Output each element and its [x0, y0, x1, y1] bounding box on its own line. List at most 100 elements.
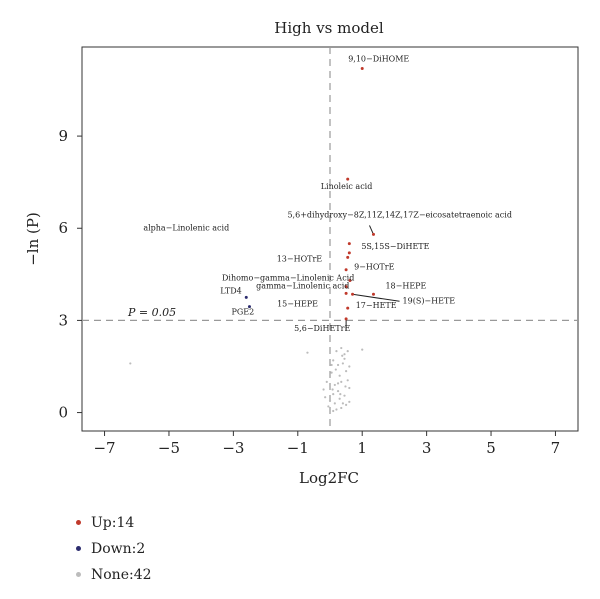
point-none [129, 362, 132, 365]
point-none [345, 369, 348, 373]
point-up [346, 306, 350, 310]
point-none [330, 363, 333, 367]
point-none [343, 357, 346, 360]
legend-dot-up [76, 519, 81, 525]
point-label: 18−HEPE [385, 281, 426, 290]
legend: Up:14 Down:2 None:42 [76, 510, 152, 588]
point-none [339, 393, 342, 396]
label-connector [369, 225, 374, 235]
point-none [341, 402, 344, 405]
point-up [344, 285, 348, 289]
point-none [322, 388, 325, 391]
x-axis-label: Log2FC [299, 469, 359, 487]
point-none [335, 350, 338, 353]
label-connectors [345, 225, 400, 331]
point-none [306, 351, 309, 354]
point-label: LTD4 [220, 286, 242, 295]
point-up [344, 317, 348, 321]
point-label: Linoleic acid [321, 182, 373, 191]
threshold-label: P = 0.05 [127, 306, 176, 319]
point-label: 13−HOTrE [277, 254, 323, 263]
point-up [348, 278, 352, 282]
point-none [361, 348, 364, 351]
point-label: Dihomo−gamma−Linolenic Acid [222, 273, 354, 282]
legend-dot-down [76, 545, 81, 551]
x-tick-label: 5 [486, 439, 496, 457]
point-down [247, 305, 251, 309]
point-none [332, 409, 335, 413]
legend-label-up: Up:14 [91, 515, 135, 531]
y-axis-ticks: 0 3 6 9 [58, 127, 82, 422]
threshold-lines [82, 47, 578, 431]
point-none [345, 403, 348, 406]
point-none [331, 388, 334, 391]
legend-label-down: Down:2 [91, 541, 146, 557]
point-labels: 9,10−DiHOME Linoleic acid 5,6+dihydroxy−8Z… [143, 55, 512, 333]
point-up [344, 268, 348, 272]
y-axis-label: −ln (P) [24, 212, 42, 266]
point-none [343, 353, 346, 356]
point-label: 9,10−DiHOME [348, 55, 409, 64]
point-none [338, 374, 341, 377]
point-up [371, 292, 375, 296]
point-label: 17−HETE [356, 301, 397, 310]
point-none [343, 394, 346, 397]
point-none [332, 393, 335, 396]
legend-dot-none [76, 571, 81, 577]
point-label: 5S,15S−DiHETE [361, 242, 429, 251]
x-tick-label: −5 [158, 439, 180, 457]
point-none [325, 380, 328, 383]
point-none [348, 365, 351, 368]
point-label: 5,6−DiHETrE [294, 324, 350, 333]
point-label: 9−HOTrE [354, 263, 394, 272]
point-label: 15−HEPE [277, 299, 318, 308]
data-points [129, 67, 375, 413]
point-none [334, 368, 337, 371]
point-up [371, 232, 375, 236]
x-axis-ticks: −7 −5 −3 −1 1 3 5 7 [93, 431, 560, 457]
point-none [336, 382, 340, 385]
point-none [341, 354, 344, 357]
x-tick-label: 1 [357, 439, 367, 457]
point-none [340, 380, 343, 383]
point-label: 5,6+dihydroxy−8Z,11Z,14Z,17Z−eicosatetra… [287, 210, 511, 219]
legend-item-up: Up:14 [76, 510, 152, 536]
point-none [341, 362, 344, 365]
point-up [360, 67, 364, 71]
point-none [333, 402, 336, 405]
point-label: alpha−Linolenic acid [143, 224, 229, 233]
point-up [346, 177, 350, 181]
point-label: gamma−Linolenic acid [256, 282, 349, 291]
point-up [346, 255, 350, 259]
point-none [335, 408, 338, 411]
y-tick-label: 0 [58, 404, 68, 422]
y-tick-label: 6 [58, 219, 68, 237]
y-tick-label: 3 [58, 311, 68, 329]
point-none [340, 406, 343, 410]
point-none [344, 385, 347, 388]
legend-item-down: Down:2 [76, 536, 152, 562]
point-down [244, 295, 248, 299]
point-none [336, 389, 340, 393]
point-up [347, 242, 351, 246]
point-none [328, 399, 332, 402]
point-none [327, 405, 330, 408]
point-none [348, 386, 351, 390]
x-tick-label: −7 [93, 439, 115, 457]
chart-title: High vs model [274, 19, 384, 37]
y-tick-label: 9 [58, 127, 68, 145]
point-none [332, 359, 335, 362]
legend-label-none: None:42 [91, 567, 152, 583]
x-tick-label: −3 [222, 439, 244, 457]
legend-item-none: None:42 [76, 562, 152, 588]
point-label: 19(S)−HETE [403, 296, 456, 305]
point-none [333, 383, 336, 387]
point-none [340, 346, 343, 350]
point-up [344, 291, 348, 295]
point-none [346, 350, 349, 353]
point-none [330, 371, 333, 374]
point-label: PGE2 [231, 308, 254, 317]
x-tick-label: 3 [422, 439, 432, 457]
label-connector [352, 293, 400, 302]
point-none [346, 379, 349, 382]
